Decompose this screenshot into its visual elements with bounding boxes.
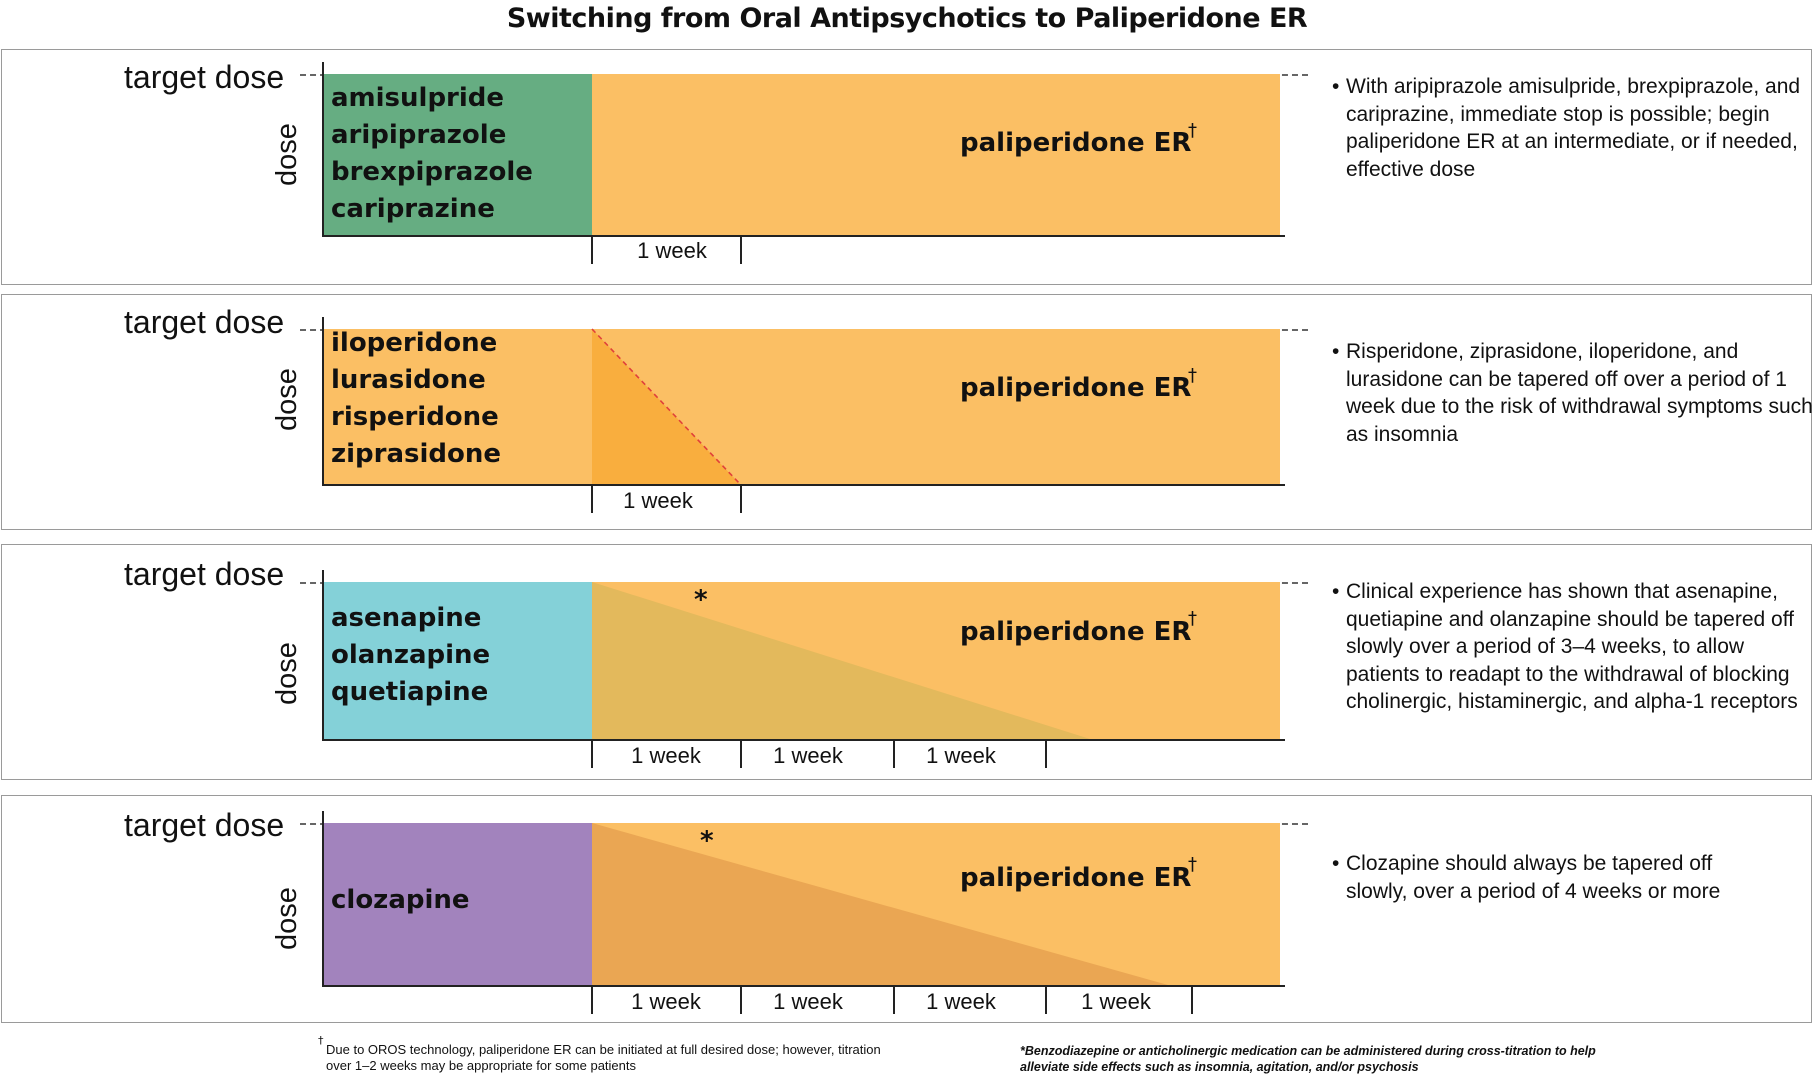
drug-name: cariprazine (331, 194, 495, 224)
week-label: 1 week (631, 989, 701, 1014)
week-tick (893, 740, 895, 768)
paliperidone-label: paliperidone ER (960, 373, 1192, 403)
week-label: 1 week (1081, 989, 1151, 1014)
week-tick (591, 986, 593, 1014)
target-dose-label: target dose (124, 807, 285, 843)
panel-note: • Risperidone, ziprasidone, iloperidone, … (1332, 340, 1813, 446)
x-axis (322, 484, 1285, 486)
paliperidone-region (324, 329, 1280, 484)
week-tick (893, 986, 895, 1014)
taper-region (592, 582, 1092, 739)
target-dose-label: target dose (124, 59, 285, 95)
drug-name: amisulpride (331, 83, 505, 113)
paliperidone-region (592, 74, 1280, 235)
week-label: 1 week (773, 989, 843, 1014)
y-axis (322, 570, 324, 741)
drug-name: iloperidone (331, 328, 498, 358)
week-label: 1 week (926, 989, 996, 1014)
drug-list: clozapine (331, 882, 470, 919)
week-tick (1191, 986, 1193, 1014)
week-tick (740, 236, 742, 264)
asterisk-mark: * (700, 826, 714, 856)
drug-name: quetiapine (331, 677, 489, 707)
asterisk-mark: * (694, 585, 708, 615)
panel-note: • With aripiprazole amisulpride, brexpipr… (1332, 75, 1801, 181)
drug-name: asenapine (331, 603, 482, 633)
week-tick (1045, 986, 1047, 1014)
paliperidone-label: paliperidone ER (960, 617, 1192, 647)
drug-name: risperidone (331, 402, 499, 432)
week-tick (740, 485, 742, 513)
drug-name: ziprasidone (331, 439, 502, 469)
dagger-mark: † (1188, 120, 1197, 141)
drug-name: olanzapine (331, 640, 491, 670)
dose-axis-label: dose (270, 887, 303, 950)
panel-immediate-stop: target dose dose amisulpride aripiprazol… (1, 49, 1812, 285)
week-label: 1 week (926, 743, 996, 768)
oral-drug-region (324, 823, 592, 985)
footnote-asterisk: *Benzodiazepine or anticholinergic medic… (1020, 1044, 1596, 1074)
week-label: 1 week (637, 238, 707, 263)
oral-drug-region (324, 74, 592, 235)
panel-three-four-week-taper: target dose dose asenapine olanzapine qu… (1, 544, 1812, 780)
y-axis (322, 811, 324, 987)
panel-one-week-taper: target dose dose iloperidone lurasidone … (1, 294, 1813, 530)
dose-axis-label: dose (270, 368, 303, 431)
footnote-dagger: Due to OROS technology, paliperidone ER … (326, 1042, 881, 1073)
dagger-mark: † (1188, 608, 1197, 629)
y-axis (322, 62, 324, 237)
drug-list: iloperidone lurasidone risperidone zipra… (331, 325, 501, 473)
dose-axis-label: dose (270, 123, 303, 186)
week-tick (1045, 740, 1047, 768)
taper-triangle (591, 328, 741, 485)
week-tick (591, 740, 593, 768)
dose-axis-label: dose (270, 642, 303, 705)
dagger-mark: † (1188, 365, 1197, 386)
x-axis (322, 739, 1285, 741)
paliperidone-label: paliperidone ER (960, 863, 1192, 893)
page-title: Switching from Oral Antipsychotics to Pa… (506, 3, 1308, 34)
drug-name: brexpiprazole (331, 157, 533, 187)
panel-note: • Clozapine should always be tapered off … (1332, 852, 1721, 903)
week-tick (591, 485, 593, 513)
week-tick (740, 740, 742, 768)
panel-four-week-taper: target dose dose clozapine * paliperidon… (1, 795, 1812, 1023)
taper-region (592, 823, 1172, 985)
taper-triangle (592, 823, 1168, 985)
week-label: 1 week (623, 488, 693, 513)
dagger-mark: † (1188, 854, 1197, 875)
drug-name: lurasidone (331, 365, 486, 395)
x-axis (322, 235, 1285, 237)
week-label: 1 week (631, 743, 701, 768)
drug-name: aripiprazole (331, 120, 507, 150)
target-dose-label: target dose (124, 304, 285, 340)
oral-drug-region (324, 582, 592, 739)
drug-list: amisulpride aripiprazole brexpiprazole c… (331, 80, 533, 228)
taper-region (591, 328, 742, 485)
week-label: 1 week (773, 743, 843, 768)
paliperidone-label: paliperidone ER (960, 128, 1192, 158)
week-tick (591, 236, 593, 264)
week-tick (740, 986, 742, 1014)
drug-name: clozapine (331, 885, 470, 915)
y-axis (322, 317, 324, 486)
target-dose-label: target dose (124, 556, 285, 592)
x-axis (322, 985, 1285, 987)
taper-triangle (592, 582, 1090, 739)
footnote-dagger-mark: † (318, 1034, 324, 1047)
panel-note: • Clinical experience has shown that asen… (1332, 580, 1798, 713)
drug-list: asenapine olanzapine quetiapine (331, 600, 490, 711)
